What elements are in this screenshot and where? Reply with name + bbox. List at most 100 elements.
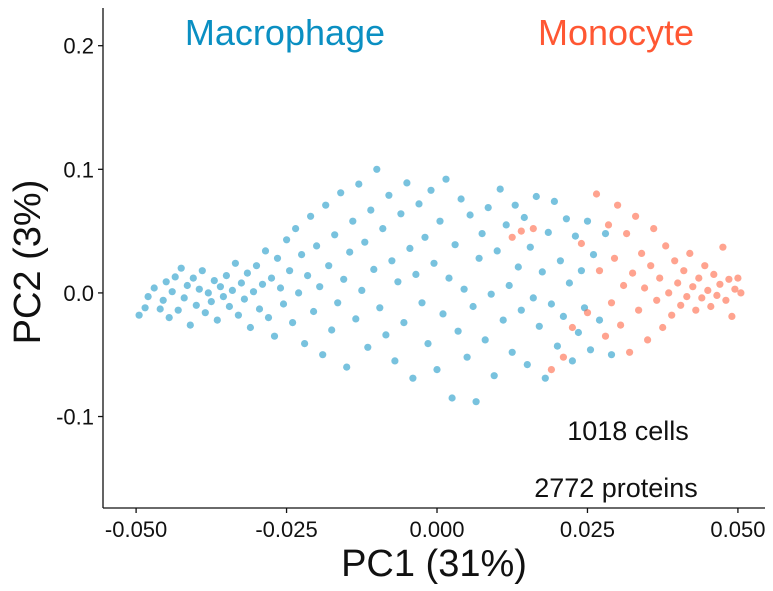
data-point-monocyte [638, 249, 646, 257]
series-macrophage [135, 165, 616, 406]
data-point-monocyte [517, 227, 525, 235]
data-point-macrophage [379, 225, 387, 233]
data-point-macrophage [424, 340, 432, 348]
data-point-macrophage [388, 257, 396, 265]
data-point-monocyte [656, 274, 664, 282]
data-point-monocyte [737, 289, 745, 297]
data-point-macrophage [481, 336, 489, 344]
data-point-macrophage [496, 185, 504, 193]
data-point-monocyte [725, 275, 733, 283]
series-label-macrophage: Macrophage [185, 12, 385, 53]
data-point-macrophage [367, 206, 375, 214]
data-point-macrophage [159, 296, 167, 304]
data-point-macrophage [343, 363, 351, 371]
data-point-macrophage [529, 294, 537, 302]
data-point-macrophage [304, 272, 312, 280]
data-point-monocyte [722, 296, 730, 304]
data-point-macrophage [322, 201, 330, 209]
data-point-monocyte [632, 212, 640, 220]
data-point-monocyte [710, 270, 718, 278]
data-point-macrophage [502, 221, 510, 229]
data-point-macrophage [358, 286, 366, 294]
data-point-macrophage [261, 247, 270, 255]
data-point-macrophage [406, 244, 414, 252]
x-axis-title: PC1 (31%) [341, 543, 527, 585]
data-point-monocyte [568, 323, 577, 332]
data-point-macrophage [400, 319, 408, 327]
data-point-macrophage [514, 263, 522, 271]
data-point-macrophage [171, 273, 179, 281]
data-point-macrophage [355, 180, 363, 188]
y-tick-label: -0.1 [56, 405, 94, 430]
data-point-macrophage [508, 348, 516, 356]
data-point-monocyte [644, 336, 652, 344]
data-point-macrophage [430, 259, 438, 267]
data-point-macrophage [174, 306, 182, 314]
data-point-macrophage [340, 275, 348, 283]
data-point-macrophage [538, 268, 546, 276]
data-point-macrophage [442, 175, 450, 183]
data-point-macrophage [466, 211, 474, 219]
data-point-monocyte [653, 296, 661, 304]
data-point-macrophage [237, 279, 245, 287]
data-point-macrophage [252, 262, 261, 270]
y-tick-label: 0.0 [63, 281, 94, 306]
data-point-monocyte [707, 302, 715, 311]
data-point-macrophage [240, 295, 248, 303]
data-point-monocyte [559, 353, 568, 361]
data-point-monocyte [686, 249, 694, 257]
data-point-macrophage [493, 247, 501, 255]
data-point-macrophage [313, 242, 321, 250]
data-point-macrophage [276, 284, 285, 292]
data-point-macrophage [219, 293, 227, 301]
data-point-macrophage [541, 374, 549, 382]
data-point-monocyte [583, 309, 592, 317]
data-point-macrophage [286, 267, 294, 275]
data-point-monocyte [623, 230, 631, 238]
data-point-macrophage [394, 278, 402, 286]
data-point-macrophage [526, 243, 534, 251]
data-point-monocyte [595, 267, 604, 275]
data-point-monocyte [607, 299, 616, 307]
data-point-macrophage [334, 299, 342, 307]
data-point-macrophage [490, 372, 498, 380]
data-point-macrophage [135, 311, 143, 319]
data-point-macrophage [267, 274, 276, 282]
data-point-monocyte [677, 301, 685, 309]
data-point-macrophage [316, 283, 324, 291]
data-point-macrophage [409, 374, 417, 382]
data-point-monocyte [529, 225, 537, 233]
data-point-monocyte [704, 286, 712, 294]
data-point-monocyte [716, 280, 724, 288]
data-point-macrophage [225, 302, 233, 311]
data-point-macrophage [412, 270, 420, 278]
data-point-macrophage [168, 288, 176, 296]
data-point-macrophage [156, 305, 164, 313]
data-point-macrophage [361, 238, 369, 246]
data-point-macrophage [535, 322, 543, 330]
data-point-macrophage [246, 323, 254, 332]
data-point-macrophage [574, 328, 583, 337]
data-point-macrophage [198, 267, 206, 275]
data-point-macrophage [243, 269, 251, 277]
data-point-monocyte [683, 293, 691, 301]
data-point-monocyte [641, 284, 649, 292]
data-point-monocyte [662, 242, 670, 250]
data-point-macrophage [337, 189, 345, 197]
data-point-macrophage [382, 331, 390, 339]
data-point-monocyte [601, 332, 610, 340]
data-point-macrophage [403, 179, 411, 187]
x-tick-label: -0.025 [255, 517, 317, 542]
data-point-monocyte [592, 190, 601, 198]
data-point-macrophage [511, 201, 519, 209]
data-point-macrophage [180, 294, 188, 302]
x-tick-label: 0.025 [560, 517, 615, 542]
data-point-macrophage [601, 230, 610, 238]
data-point-macrophage [445, 274, 453, 282]
data-point-macrophage [583, 217, 592, 225]
data-point-monocyte [617, 321, 625, 329]
data-point-macrophage [370, 265, 378, 273]
data-point-macrophage [559, 312, 568, 320]
data-point-macrophage [204, 289, 212, 297]
data-point-macrophage [364, 343, 372, 351]
